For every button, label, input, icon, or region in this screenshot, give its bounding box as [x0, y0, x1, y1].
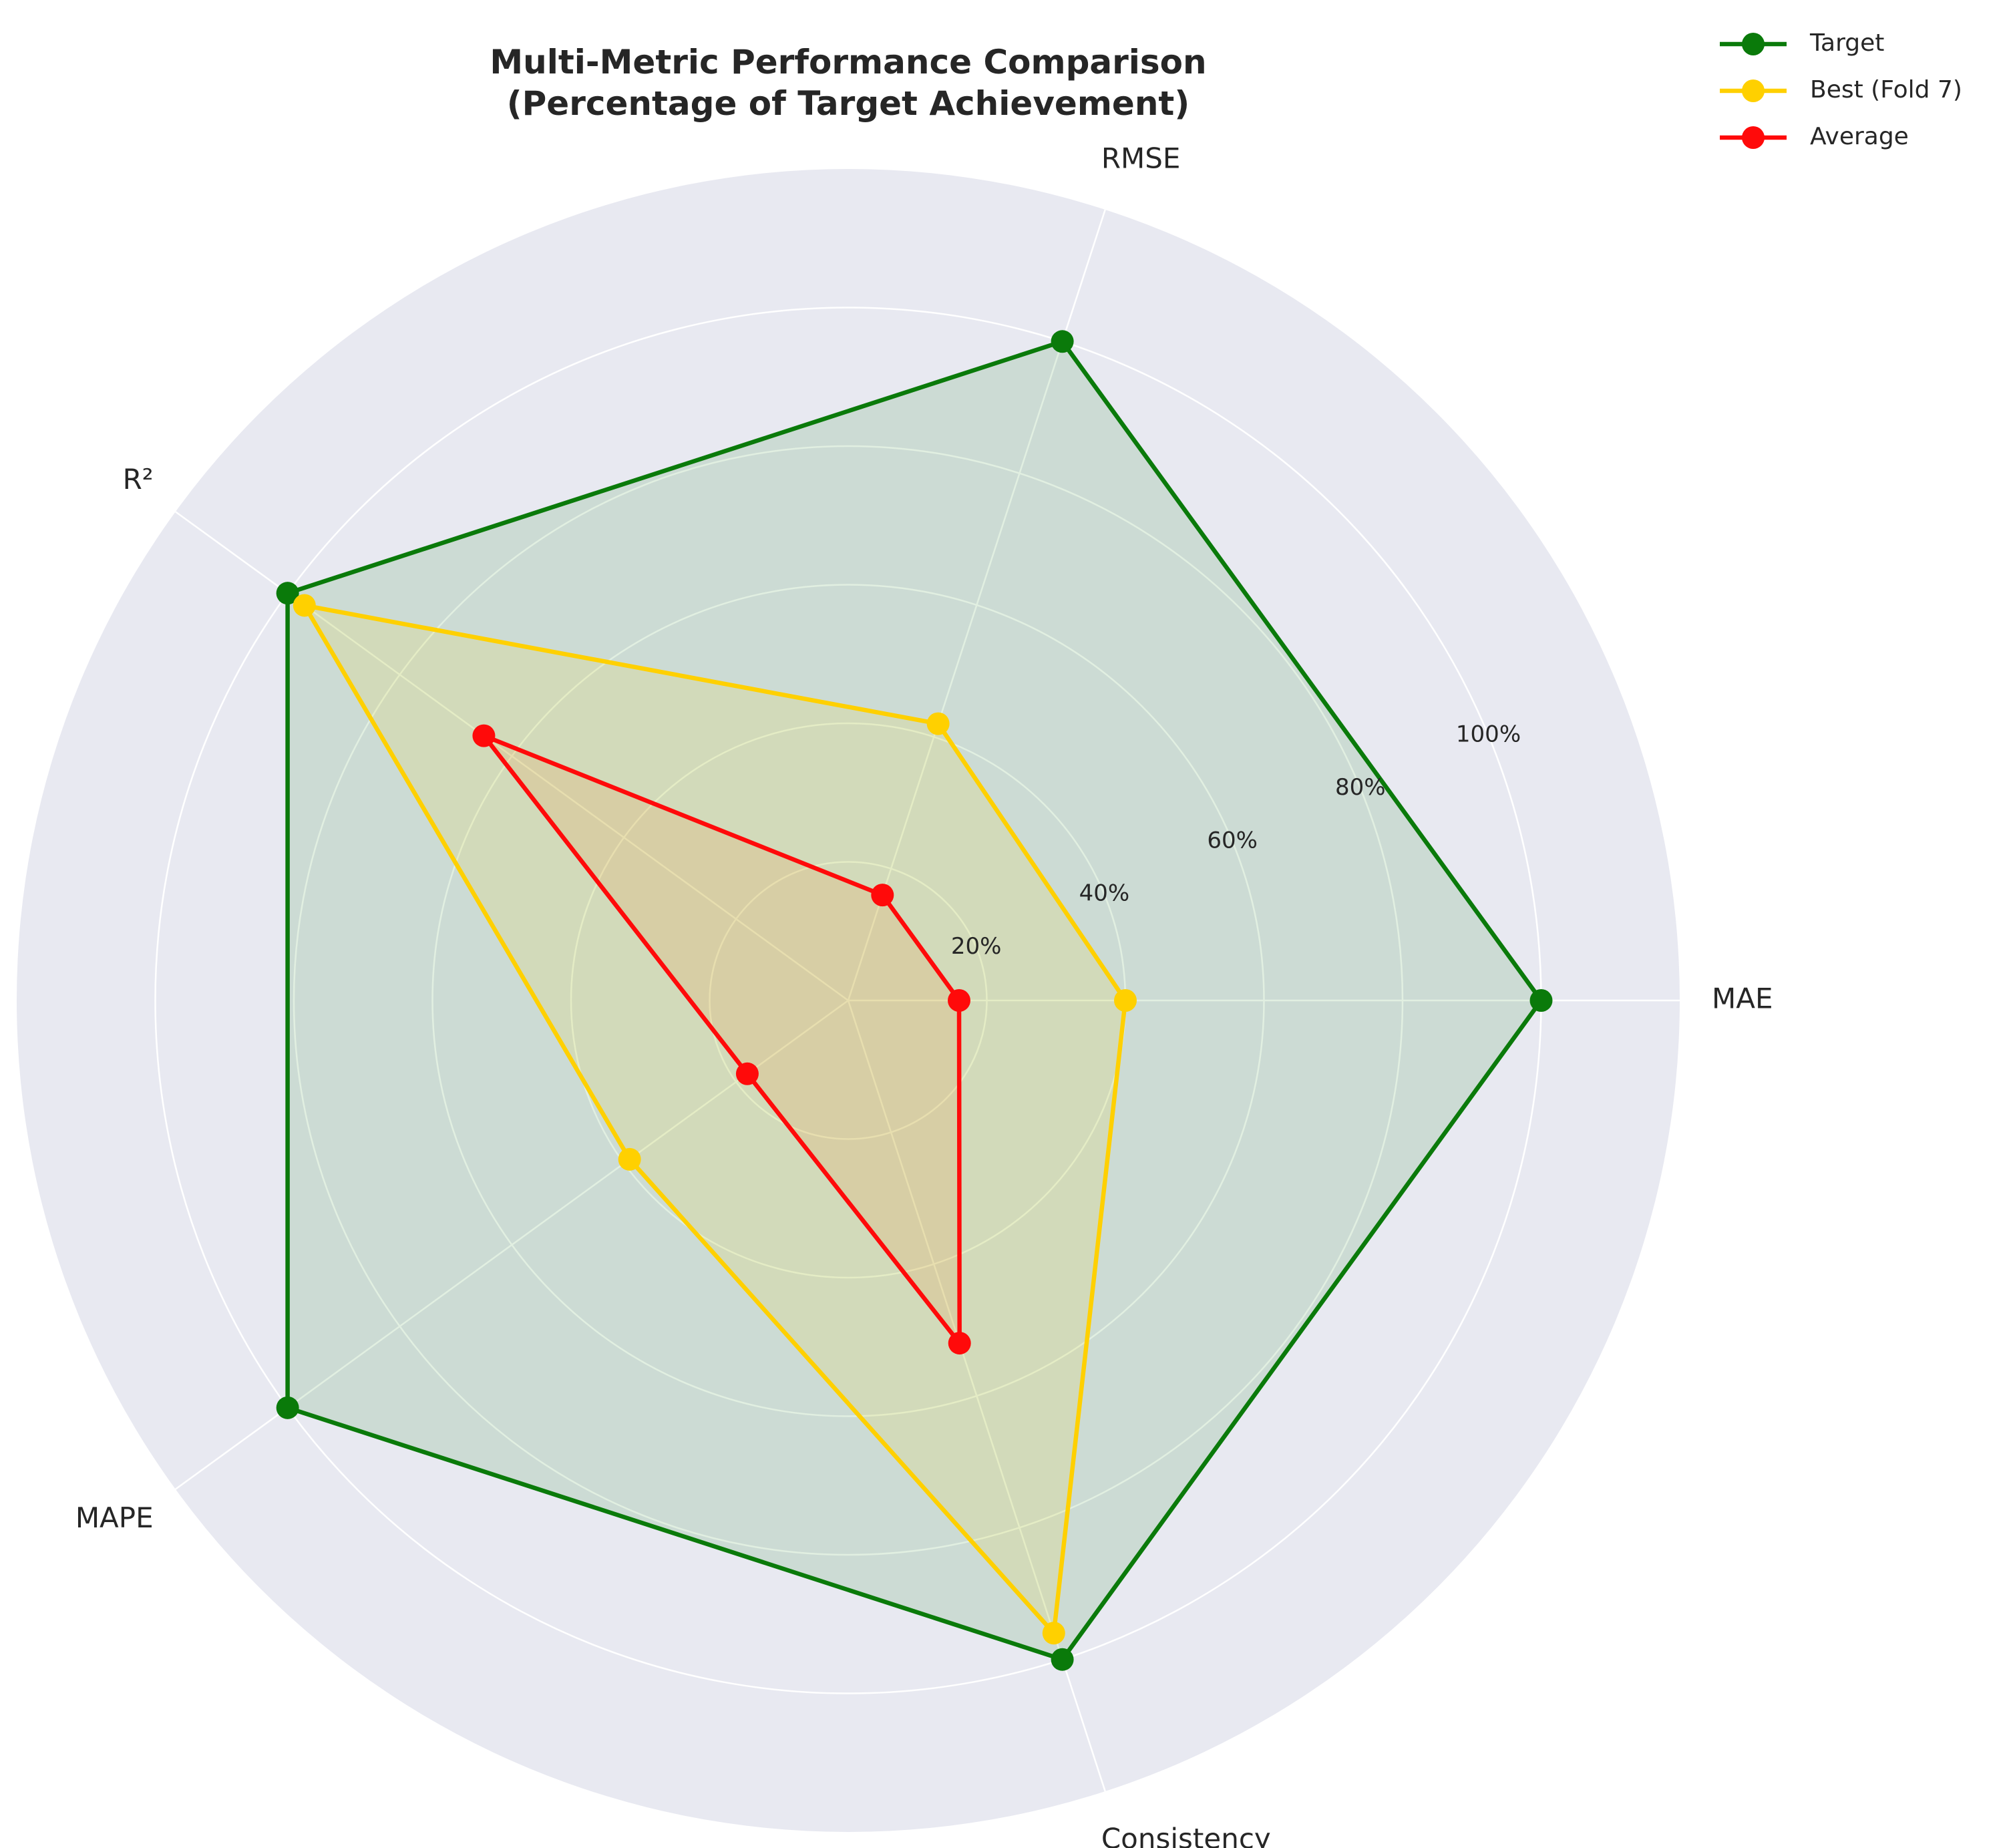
legend-item-0[interactable]: Target: [1720, 29, 1884, 57]
data-point-0-3: [276, 1396, 299, 1419]
legend-item-2[interactable]: Average: [1720, 123, 1909, 150]
data-point-2-2: [472, 724, 496, 747]
data-point-1-3: [618, 1147, 641, 1171]
data-point-2-3: [735, 1062, 759, 1085]
data-point-2-0: [948, 989, 970, 1012]
rtick-label-100: 100%: [1456, 721, 1521, 747]
rtick-label-60: 60%: [1207, 827, 1258, 854]
category-label-mape: MAPE: [75, 1501, 154, 1534]
category-labels: MAE RMSE R² MAPE Consistency: [75, 142, 1773, 1848]
data-point-0-1: [1051, 330, 1074, 353]
legend-label-1: Best (Fold 7): [1810, 76, 1962, 104]
data-point-0-2: [276, 582, 299, 605]
series-fill-0: [287, 341, 1541, 1660]
legend[interactable]: Target Best (Fold 7) Average: [1720, 29, 1962, 150]
chart-title: Multi-Metric Performance Comparison (Per…: [490, 43, 1206, 123]
data-point-1-0: [1114, 989, 1137, 1012]
legend-marker-0: [1742, 33, 1765, 55]
series-line-1: [302, 603, 1128, 1636]
radial-tick-labels: 20% 40% 60% 80% 100%: [951, 721, 1521, 960]
data-point-2-1: [871, 884, 894, 907]
legend-marker-1: [1742, 79, 1765, 102]
category-label-rmse: RMSE: [1101, 142, 1181, 174]
data-point-0-0: [1529, 989, 1553, 1012]
category-label-mae: MAE: [1712, 982, 1773, 1015]
chart-title-line1: Multi-Metric Performance Comparison: [490, 43, 1206, 81]
data-point-1-1: [926, 712, 950, 735]
legend-marker-2: [1742, 126, 1765, 149]
chart-subtitle: (Percentage of Target Achievement): [507, 84, 1190, 123]
rtick-label-80: 80%: [1335, 774, 1386, 801]
legend-label-2: Average: [1810, 123, 1909, 150]
legend-item-1[interactable]: Best (Fold 7): [1720, 76, 1962, 104]
rtick-label-40: 40%: [1079, 880, 1130, 907]
category-label-r-: R²: [123, 463, 154, 496]
rtick-label-20: 20%: [951, 933, 1002, 960]
series-line-0: [285, 339, 1543, 1662]
category-label-consistency: Consistency: [1101, 1823, 1271, 1848]
series-layer: [276, 330, 1553, 1671]
data-point-1-2: [293, 594, 316, 617]
data-point-2-4: [948, 1332, 971, 1355]
series-fill-1: [304, 605, 1125, 1634]
legend-label-0: Target: [1809, 29, 1884, 57]
data-point-0-4: [1051, 1648, 1074, 1671]
series-line-2: [482, 733, 962, 1346]
data-point-1-4: [1042, 1622, 1065, 1645]
